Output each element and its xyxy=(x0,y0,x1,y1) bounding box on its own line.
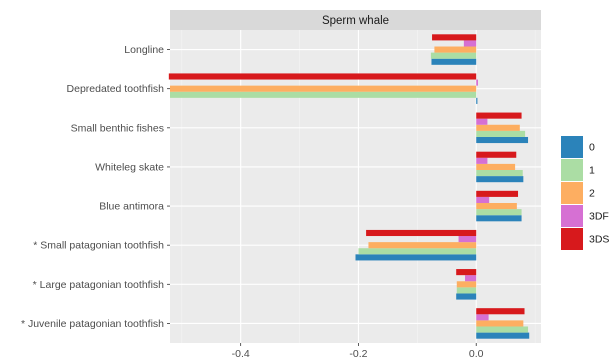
bar-1-2 xyxy=(476,130,526,137)
bar-2-5 xyxy=(368,242,477,249)
bar-1-3 xyxy=(476,169,523,177)
bar-3DS-2 xyxy=(476,112,522,119)
bar-1-4 xyxy=(476,209,522,216)
y-tick-label: Longline xyxy=(124,44,164,56)
bar-1-7 xyxy=(476,326,529,333)
x-tick-label: 0.0 xyxy=(469,348,484,360)
bar-2-6 xyxy=(456,281,477,288)
bar-3DF-0 xyxy=(463,40,477,47)
x-axis: -0.4 -0.2 0.0 xyxy=(232,343,484,360)
y-tick-label: Whiteleg skate xyxy=(95,161,164,173)
x-tick-label: -0.2 xyxy=(349,348,367,360)
bar-3DS-3 xyxy=(476,151,517,158)
bar-3DS-5 xyxy=(366,229,477,237)
y-tick-label: * Juvenile patagonian toothfish xyxy=(21,318,164,330)
legend-label: 3DS xyxy=(589,234,609,246)
bar-1-5 xyxy=(358,248,477,255)
bar-0-5 xyxy=(355,254,477,261)
bar-3DF-5 xyxy=(458,236,477,243)
bar-0-1 xyxy=(476,97,478,104)
x-tick-label: -0.4 xyxy=(232,348,250,360)
bars xyxy=(168,34,530,339)
bar-1-1 xyxy=(170,91,477,98)
bar-1-0 xyxy=(430,52,477,59)
bar-0-3 xyxy=(476,176,524,183)
y-tick-label: Depredated toothfish xyxy=(67,83,165,95)
legend-key-2 xyxy=(561,182,583,204)
y-tick-label: * Large patagonian toothfish xyxy=(33,279,165,291)
y-axis: Longline Depredated toothfish Small benthi… xyxy=(21,44,170,330)
bar-3DS-7 xyxy=(476,308,525,315)
legend-key-3DF xyxy=(561,205,583,227)
legend-label: 2 xyxy=(589,188,595,200)
facet-title: Sperm whale xyxy=(322,15,389,27)
bar-3DS-0 xyxy=(432,34,477,41)
bar-0-6 xyxy=(456,293,477,300)
legend-label: 0 xyxy=(589,142,595,154)
bar-2-7 xyxy=(476,320,524,327)
legend-key-0 xyxy=(561,136,583,158)
legend: 0 1 2 3DF 3DS xyxy=(561,136,609,250)
bar-2-3 xyxy=(476,163,516,170)
bar-1-6 xyxy=(456,287,477,294)
legend-key-3DS xyxy=(561,228,583,250)
bar-3DS-1 xyxy=(168,73,477,80)
bar-3DF-3 xyxy=(476,157,488,164)
bar-3DF-2 xyxy=(476,118,488,125)
bar-3DS-4 xyxy=(476,190,519,197)
bar-2-1 xyxy=(170,85,477,92)
bar-3DF-6 xyxy=(465,275,477,282)
bar-3DF-7 xyxy=(476,314,489,321)
legend-label: 3DF xyxy=(589,211,609,223)
bar-0-0 xyxy=(431,58,477,65)
bar-3DS-6 xyxy=(456,269,477,276)
plot-panel xyxy=(170,30,541,343)
bar-2-0 xyxy=(434,46,477,53)
legend-label: 1 xyxy=(589,165,595,177)
facet-strip-background xyxy=(170,10,541,30)
y-tick-label: Blue antimora xyxy=(99,201,164,213)
bar-3DF-4 xyxy=(476,196,490,204)
bar-3DF-1 xyxy=(476,79,478,86)
bar-0-2 xyxy=(476,136,529,144)
plot-background xyxy=(170,30,541,343)
bar-2-4 xyxy=(476,203,517,210)
y-tick-label: Small benthic fishes xyxy=(71,122,164,134)
facet-strip: Sperm whale xyxy=(170,10,541,30)
bar-0-4 xyxy=(476,215,522,222)
bar-2-2 xyxy=(476,124,520,131)
legend-key-1 xyxy=(561,159,583,181)
bar-0-7 xyxy=(476,332,530,339)
y-tick-label: * Small patagonian toothfish xyxy=(33,240,164,252)
